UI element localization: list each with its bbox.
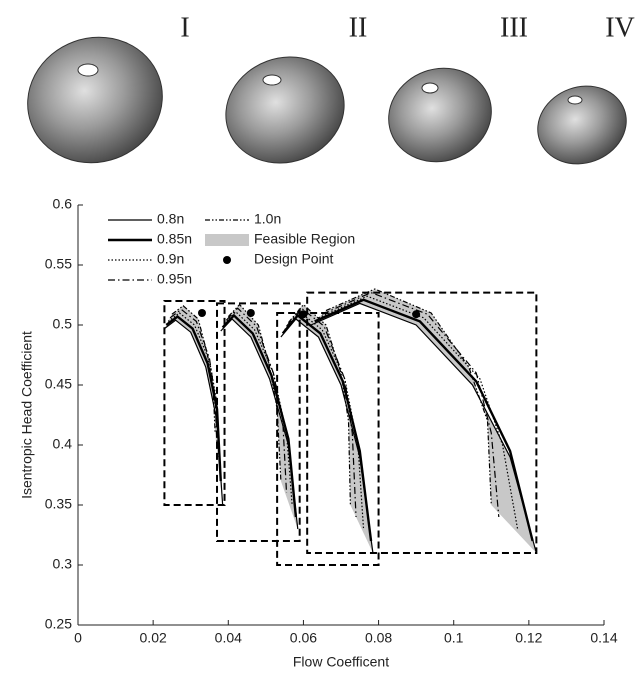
x-tick-label: 0.02 [140,630,167,646]
y-axis-label: Isentropic Head Coefficient [19,331,35,499]
speed-line [171,288,492,506]
x-tick-label: 0.14 [590,630,617,646]
y-tick-label: 0.25 [45,616,72,632]
operating-box [306,291,538,554]
operating-box [216,302,301,542]
y-tick-label: 0.45 [45,376,72,392]
legend-label: Design Point [254,251,333,267]
impeller-label: III [500,12,528,43]
impeller-label: I [180,12,189,43]
x-tick-label: 0.12 [515,630,542,646]
legend-label: 0.9n [157,251,184,267]
y-tick-label: 0.55 [45,256,72,272]
legend-label: 0.95n [157,271,192,287]
speed-line [165,298,534,542]
design-point [299,310,308,319]
y-tick-label: 0.6 [53,196,73,212]
feasible-region [310,289,537,553]
legend-label: 0.85n [157,231,192,247]
legend-label: Feasible Region [254,231,355,247]
y-tick-label: 0.4 [53,436,73,452]
design-point [197,309,206,317]
operating-box [276,312,380,566]
legend-swatch [223,256,231,264]
legend-label: 1.0n [254,211,281,227]
design-point [246,309,255,317]
speed-line [169,291,500,518]
impeller-label: IV [605,12,635,43]
speed-line [167,295,519,530]
feasible-region [220,304,298,529]
x-tick-label: 0.04 [215,630,242,646]
impeller-label: II [349,12,368,43]
legend-swatch [205,234,249,246]
x-tick-label: 0 [74,630,82,646]
design-point [412,310,421,319]
x-tick-label: 0.06 [290,630,317,646]
y-tick-label: 0.35 [45,496,72,512]
x-tick-label: 0.1 [444,630,464,646]
plot: 0 0.02 0.04 0.06 0.08 0.1 0.12 0.14 0.25 0.3 0.35 0… [45,196,618,646]
y-tick-label: 0.5 [53,316,73,332]
y-tick-label: 0.3 [53,556,73,572]
legend-label: 0.8n [157,211,184,227]
x-tick-label: 0.08 [365,630,392,646]
speed-line [164,302,537,554]
x-axis-label: Flow Coefficent [293,654,389,670]
impeller-images [27,36,627,165]
